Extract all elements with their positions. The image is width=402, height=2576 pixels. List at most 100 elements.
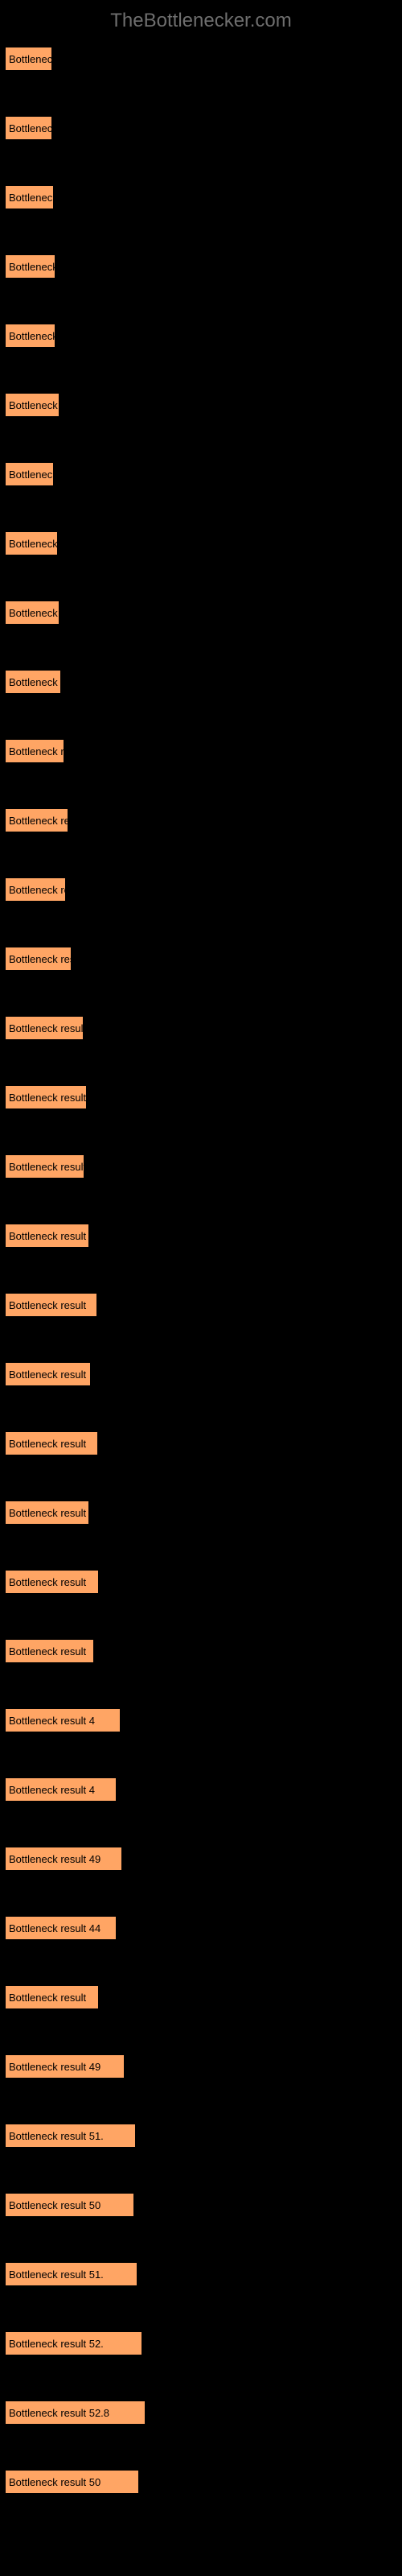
chart-row: Bottleneck result xyxy=(5,1985,397,2009)
chart-row: Bottleneck xyxy=(5,324,397,348)
chart-bar: Bottleneck r xyxy=(5,393,59,417)
chart-bar-label: Bottleneck result xyxy=(9,1162,86,1172)
chart-row: Bottleneck xyxy=(5,116,397,140)
chart-bar-label: Bottleneck result xyxy=(9,1300,86,1311)
chart-bar-label: Bottleneck result 51. xyxy=(9,2269,104,2280)
chart-bar: Bottleneck result xyxy=(5,1985,99,2009)
chart-bar-label: Bottleneck result xyxy=(9,1092,86,1103)
chart-bar: Bottleneck xyxy=(5,324,55,348)
chart-bar: Bottleneck re xyxy=(5,739,64,763)
chart-row: Bottleneck r xyxy=(5,670,397,694)
chart-bar-label: Bottleneck r xyxy=(9,400,64,411)
chart-row: Bottleneck r xyxy=(5,393,397,417)
chart-row: Bottleneck result xyxy=(5,1431,397,1455)
chart-row: Bottleneck result 50 xyxy=(5,2193,397,2217)
chart-bar-label: Bottleneck result xyxy=(9,1439,86,1449)
chart-row: Bottleneck xyxy=(5,531,397,555)
chart-bar-label: Bottleneck xyxy=(9,469,58,480)
chart-row: Bottleneck xyxy=(5,254,397,279)
chart-bar-label: Bottleneck result 52.8 xyxy=(9,2408,109,2418)
chart-bar: Bottleneck result xyxy=(5,1085,87,1109)
chart-bar: Bottleneck res xyxy=(5,947,72,971)
chart-bar-label: Bottleneck result 4 xyxy=(9,1715,95,1726)
chart-bar: Bottleneck result 52.8 xyxy=(5,2401,146,2425)
chart-row: Bottleneck result xyxy=(5,1362,397,1386)
chart-bar-label: Bottleneck result xyxy=(9,1646,86,1657)
chart-bar-label: Bottleneck result 50 xyxy=(9,2200,100,2211)
chart-bar-label: Bottleneck result xyxy=(9,1508,86,1518)
chart-bar: Bottleneck result 52. xyxy=(5,2331,142,2355)
chart-bar: Bottleneck result xyxy=(5,1501,89,1525)
chart-row: Bottleneck re xyxy=(5,739,397,763)
chart-row: Bottleneck xyxy=(5,185,397,209)
chart-bar-label: Bottleneck xyxy=(9,539,58,549)
page-header: TheBottlenecker.com xyxy=(0,0,402,47)
chart-bar-label: Bottleneck res xyxy=(9,815,75,826)
chart-bar-label: Bottleneck result 52. xyxy=(9,2339,104,2349)
chart-bar: Bottleneck result xyxy=(5,1224,89,1248)
chart-row: Bottleneck result 51. xyxy=(5,2262,397,2286)
chart-bar-label: Bottleneck r xyxy=(9,608,64,618)
chart-bar: Bottleneck r xyxy=(5,601,59,625)
chart-bar: Bottleneck result xyxy=(5,1154,84,1179)
chart-bar-label: Bottleneck xyxy=(9,54,58,64)
chart-bar-label: Bottleneck r xyxy=(9,677,64,687)
chart-bar-label: Bottleneck re xyxy=(9,885,70,895)
chart-bar-label: Bottleneck result xyxy=(9,1992,86,2003)
chart-row: Bottleneck result 4 xyxy=(5,1777,397,1802)
chart-bar-label: Bottleneck result 44 xyxy=(9,1923,100,1934)
chart-bar: Bottleneck result xyxy=(5,1016,84,1040)
chart-bar: Bottleneck result 51. xyxy=(5,2262,137,2286)
chart-row: Bottleneck result xyxy=(5,1639,397,1663)
chart-bar-label: Bottleneck res xyxy=(9,954,75,964)
chart-row: Bottleneck result 51. xyxy=(5,2124,397,2148)
chart-bar: Bottleneck result 50 xyxy=(5,2470,139,2494)
chart-bar: Bottleneck xyxy=(5,47,52,71)
chart-bar: Bottleneck re xyxy=(5,877,66,902)
chart-bar: Bottleneck result 49 xyxy=(5,2054,125,2079)
chart-row: Bottleneck result 49 xyxy=(5,1847,397,1871)
chart-row: Bottleneck result xyxy=(5,1154,397,1179)
bottleneck-bar-chart: BottleneckBottleneckBottleneckBottleneck… xyxy=(0,47,402,2555)
chart-bar-label: Bottleneck re xyxy=(9,746,70,757)
chart-row: Bottleneck result xyxy=(5,1570,397,1594)
chart-bar-label: Bottleneck result 50 xyxy=(9,2477,100,2487)
chart-bar: Bottleneck result 49 xyxy=(5,1847,122,1871)
chart-bar: Bottleneck xyxy=(5,254,55,279)
chart-row: Bottleneck result 49 xyxy=(5,2054,397,2079)
chart-row: Bottleneck result 50 xyxy=(5,2470,397,2494)
chart-row: Bottleneck result 4 xyxy=(5,1708,397,1732)
chart-bar-label: Bottleneck xyxy=(9,123,58,134)
chart-bar-label: Bottleneck result 49 xyxy=(9,1854,100,1864)
chart-bar-label: Bottleneck xyxy=(9,192,58,203)
chart-row: Bottleneck xyxy=(5,47,397,71)
chart-bar-label: Bottleneck xyxy=(9,331,58,341)
chart-bar: Bottleneck result xyxy=(5,1639,94,1663)
chart-bar: Bottleneck res xyxy=(5,808,68,832)
chart-bar: Bottleneck xyxy=(5,116,52,140)
chart-bar-label: Bottleneck result xyxy=(9,1369,86,1380)
chart-bar: Bottleneck result 50 xyxy=(5,2193,134,2217)
chart-bar: Bottleneck result xyxy=(5,1362,91,1386)
chart-bar: Bottleneck result xyxy=(5,1431,98,1455)
chart-row: Bottleneck result 52.8 xyxy=(5,2401,397,2425)
chart-bar-label: Bottleneck result 4 xyxy=(9,1785,95,1795)
site-title: TheBottlenecker.com xyxy=(110,10,291,31)
chart-bar: Bottleneck xyxy=(5,185,54,209)
chart-bar-label: Bottleneck xyxy=(9,262,58,272)
chart-row: Bottleneck xyxy=(5,462,397,486)
chart-bar: Bottleneck xyxy=(5,531,58,555)
chart-row: Bottleneck result xyxy=(5,1501,397,1525)
chart-bar: Bottleneck result 51. xyxy=(5,2124,136,2148)
chart-bar: Bottleneck result xyxy=(5,1293,97,1317)
chart-bar: Bottleneck xyxy=(5,462,54,486)
chart-bar: Bottleneck result 4 xyxy=(5,1777,117,1802)
chart-row: Bottleneck result 52. xyxy=(5,2331,397,2355)
chart-bar: Bottleneck result 44 xyxy=(5,1916,117,1940)
chart-bar-label: Bottleneck result 49 xyxy=(9,2062,100,2072)
chart-bar-label: Bottleneck result xyxy=(9,1023,86,1034)
chart-bar-label: Bottleneck result xyxy=(9,1577,86,1587)
chart-row: Bottleneck res xyxy=(5,947,397,971)
chart-bar-label: Bottleneck result 51. xyxy=(9,2131,104,2141)
chart-bar: Bottleneck result 4 xyxy=(5,1708,121,1732)
